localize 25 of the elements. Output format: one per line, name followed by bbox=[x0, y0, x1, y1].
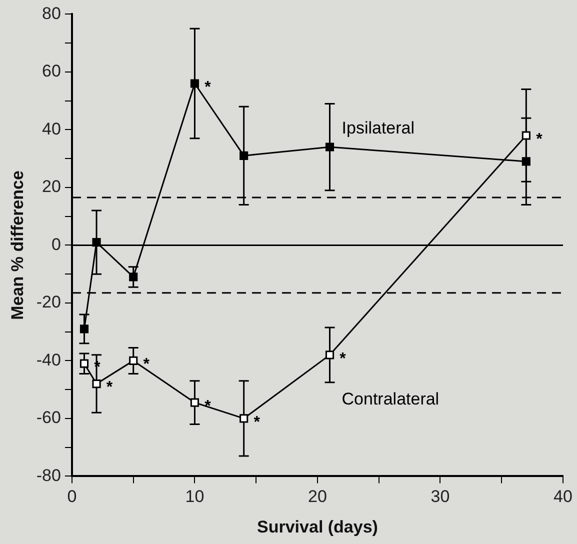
x-tick-label: 10 bbox=[185, 487, 204, 506]
x-tick-label: 20 bbox=[308, 487, 327, 506]
y-tick-label: -60 bbox=[36, 408, 61, 428]
y-axis-title: Mean % difference bbox=[8, 170, 27, 320]
annotation: * bbox=[254, 414, 261, 431]
y-tick-label: 0 bbox=[52, 234, 61, 254]
x-tick-label: 0 bbox=[67, 487, 77, 506]
y-tick-label: 60 bbox=[42, 62, 61, 81]
annotation: * bbox=[340, 350, 347, 368]
annotation: * bbox=[106, 379, 114, 396]
y-tick-label: 20 bbox=[42, 177, 61, 196]
series-label: Ipsilateral bbox=[342, 118, 415, 138]
y-tick-label: 40 bbox=[42, 119, 61, 138]
x-tick-label: 40 bbox=[554, 487, 572, 506]
annotation: * bbox=[204, 78, 212, 96]
annotation: * bbox=[204, 398, 212, 415]
y-tick-label: -40 bbox=[36, 350, 61, 370]
y-tick-label: -20 bbox=[36, 292, 61, 312]
series-label: Contralateral bbox=[342, 390, 440, 409]
y-tick-label: -80 bbox=[36, 466, 61, 485]
x-tick-label: 30 bbox=[430, 487, 450, 506]
annotation: * bbox=[536, 130, 544, 148]
x-axis-title: Survival (days) bbox=[257, 517, 378, 536]
y-tick-label: 80 bbox=[42, 4, 61, 23]
annotation: * bbox=[143, 356, 150, 374]
